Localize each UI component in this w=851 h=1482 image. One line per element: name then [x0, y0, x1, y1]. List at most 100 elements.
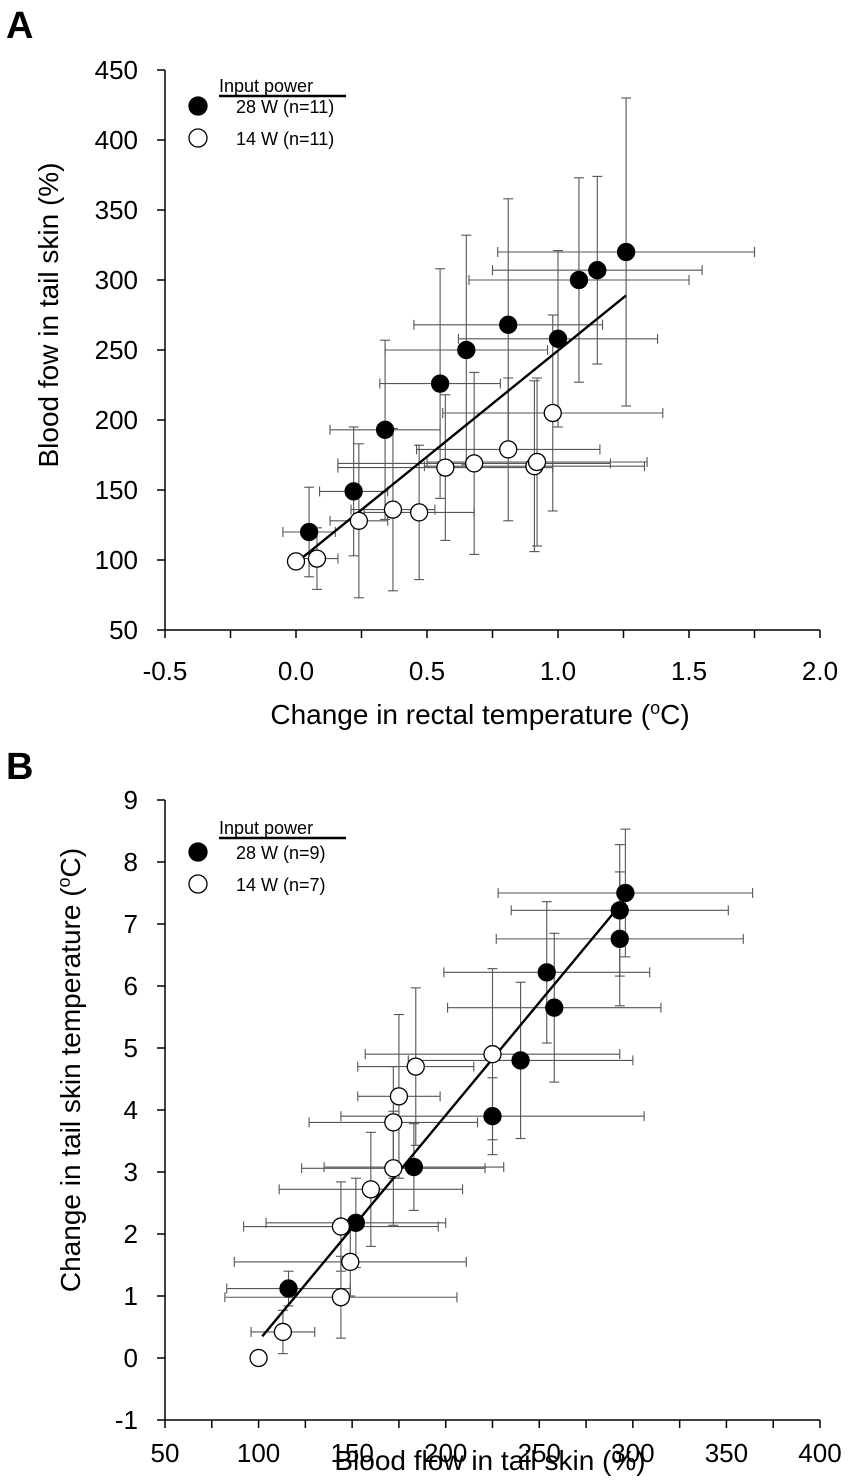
panel-b-point-14w — [341, 1252, 360, 1272]
panel-a-y-tick-label: 100 — [95, 545, 138, 575]
panel-b-point-28w — [483, 1107, 502, 1126]
panel-a-x-tick-labels: -0.5 0.0 0.5 1.0 1.5 2.0 — [143, 656, 838, 686]
panel-b-y-tick-label: 0 — [124, 1343, 138, 1373]
panel-a-x-tick-label: 0.5 — [409, 656, 445, 686]
panel-b-legend-title: Input power — [219, 818, 313, 838]
panel-b-letter: B — [6, 746, 33, 788]
panel-b-x-tick-labels: 50 100 150 200 250 300 350 400 — [151, 1438, 842, 1468]
panel-a-y-axis-label: Blood fow in tail skin (%) — [33, 162, 64, 467]
panel-b-x-tick-label: 100 — [237, 1438, 280, 1468]
panel-a-legend-marker-28w — [188, 96, 208, 116]
panel-b-y-tick-label: 4 — [124, 1095, 138, 1125]
panel-b-x-axis-label: Blood flow in tail skin (%) — [334, 1445, 645, 1476]
panel-b-point-14w — [406, 1057, 425, 1076]
panel-b-legend-label-14w: 14 W (n=7) — [236, 875, 326, 895]
panel-a-point-28w — [588, 261, 607, 280]
panel-a-point-14w — [349, 511, 369, 530]
panel-b-point-28w — [610, 929, 629, 949]
panel-b-point-14w — [361, 1180, 381, 1199]
panel-b-point-14w — [331, 1288, 351, 1307]
panel-b-y-tick-label: 1 — [124, 1281, 138, 1311]
panel-a-points — [286, 242, 636, 571]
panel-b-legend-marker-14w — [188, 874, 208, 894]
panel-b-y-tick-label: -1 — [115, 1405, 138, 1435]
panel-b-x-tick-label: 50 — [151, 1438, 180, 1468]
panel-a-point-28w — [569, 270, 589, 290]
panel-a-x-tick-label: 1.5 — [671, 656, 707, 686]
panel-a-point-14w — [527, 452, 547, 472]
panel-b-point-28w — [537, 963, 556, 982]
panel-a-point-28w — [375, 420, 395, 439]
panel-a-point-14w — [499, 440, 518, 459]
panel-b-legend: Input power 28 W (n=9) 14 W (n=7) — [188, 818, 346, 895]
panel-b-point-28w — [545, 998, 564, 1017]
panel-a-point-28w — [457, 340, 476, 360]
panel-a-legend-title: Input power — [219, 76, 313, 96]
panel-a-point-14w — [409, 503, 429, 522]
panel-b-x-tick-label: 300 — [611, 1438, 654, 1468]
panel-b-y-tick-label: 2 — [124, 1219, 138, 1249]
panel-b-point-28w — [279, 1279, 298, 1298]
panel-b-point-14w — [249, 1348, 268, 1368]
panel-a-point-28w — [616, 242, 636, 262]
panel-b-point-14w — [331, 1217, 351, 1236]
panel-b-x-tick-label: 250 — [518, 1438, 561, 1468]
panel-a-y-tick-label: 300 — [95, 265, 138, 295]
panel-b: B 50 100 150 200 250 300 350 400 -1 0 1 2 3 4 5 6 7 8 9 I… — [6, 746, 842, 1476]
panel-b-legend-marker-28w — [188, 842, 208, 862]
panel-a-y-tick-labels: 50 100 150 200 250 300 350 400 450 — [95, 55, 138, 645]
panel-a-axes — [157, 69, 821, 638]
panel-b-points — [249, 883, 635, 1368]
panel-a-x-tick-label: 2.0 — [802, 656, 838, 686]
panel-a-y-tick-label: 350 — [95, 195, 138, 225]
panel-a-point-28w — [344, 482, 363, 501]
panel-b-point-28w — [511, 1051, 530, 1070]
panel-b-x-tick-label: 150 — [330, 1438, 373, 1468]
panel-a-point-14w — [436, 458, 455, 477]
panel-a-point-28w — [548, 329, 568, 348]
panel-a-point-14w — [383, 500, 403, 519]
panel-b-point-28w — [616, 883, 635, 903]
panel-a-x-tick-label: 0.0 — [278, 656, 314, 686]
panel-b-axes — [157, 799, 821, 1428]
panel-a-legend-label-14w: 14 W (n=11) — [236, 129, 334, 149]
panel-a-letter: A — [6, 5, 33, 47]
panel-b-y-tick-label: 3 — [124, 1157, 138, 1187]
panel-a-y-tick-label: 250 — [95, 335, 138, 365]
panel-b-fit-line — [261, 893, 631, 1338]
panel-a-point-14w — [307, 549, 327, 568]
panel-a-x-tick-label: -0.5 — [143, 656, 188, 686]
panel-a-point-28w — [299, 522, 319, 542]
panel-b-point-14w — [483, 1045, 502, 1064]
panel-b-legend-label-28w: 28 W (n=9) — [236, 843, 326, 863]
panel-a-y-tick-label: 200 — [95, 405, 138, 435]
panel-a-legend-label-28w: 28 W (n=11) — [236, 97, 334, 117]
panel-a-point-28w — [430, 374, 450, 393]
panel-a-point-14w — [465, 454, 484, 473]
panel-a: A -0.5 0.0 0.5 1.0 1.5 2.0 50 100 150 200 250 300 3… — [6, 5, 838, 730]
panel-a-point-28w — [499, 315, 518, 334]
panel-b-point-14w — [389, 1087, 409, 1106]
panel-b-point-14w — [384, 1159, 403, 1178]
panel-b-x-tick-label: 350 — [705, 1438, 748, 1468]
panel-b-y-tick-label: 9 — [124, 785, 138, 815]
panel-b-point-28w — [404, 1157, 424, 1177]
panel-a-y-tick-label: 150 — [95, 475, 138, 505]
panel-a-x-tick-label: 1.0 — [540, 656, 576, 686]
panel-a-legend-marker-14w — [188, 128, 208, 148]
panel-b-point-28w — [346, 1213, 366, 1232]
panel-b-y-tick-label: 6 — [124, 971, 138, 1001]
panel-a-legend: Input power 28 W (n=11) 14 W (n=11) — [188, 76, 346, 149]
panel-b-y-tick-label: 7 — [124, 909, 138, 939]
panel-a-y-tick-label: 450 — [95, 55, 138, 85]
panel-a-point-14w — [543, 403, 562, 423]
panel-a-x-axis-label: Change in rectal temperature (oC) — [270, 698, 689, 730]
panel-a-point-14w — [286, 552, 306, 571]
panel-b-point-28w — [610, 901, 629, 920]
panel-b-x-tick-label: 400 — [798, 1438, 841, 1468]
panel-a-y-tick-label: 50 — [109, 615, 138, 645]
panel-b-error-bars — [224, 828, 754, 1355]
panel-b-point-14w — [273, 1322, 293, 1342]
panel-b-y-axis-label: Change in tail skin temperature (oC) — [54, 848, 86, 1292]
